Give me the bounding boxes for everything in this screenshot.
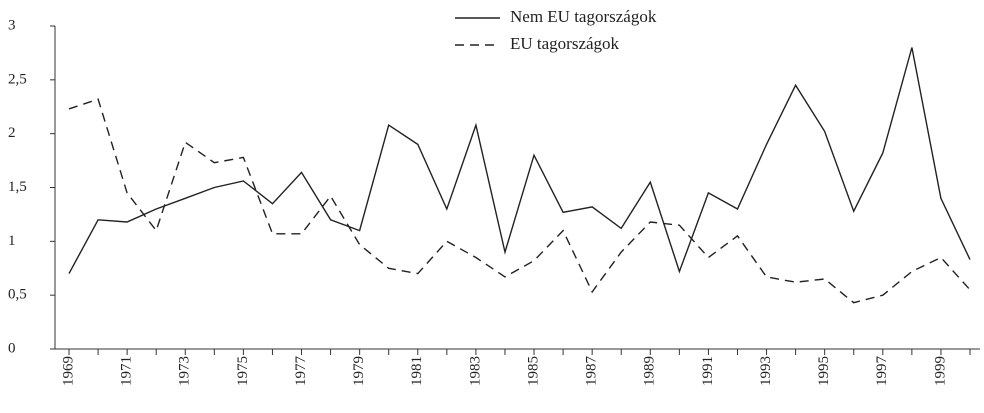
x-tick-label: 1999 — [932, 356, 948, 386]
series-line — [68, 98, 971, 304]
x-tick-label: 1969 — [60, 356, 76, 386]
x-tick-label: 1997 — [874, 356, 890, 387]
x-tick-label: 1975 — [235, 356, 251, 386]
x-tick-label: 1995 — [816, 356, 832, 386]
x-tick-label: 1991 — [700, 356, 716, 386]
x-tick-label: 1985 — [525, 356, 541, 386]
x-tick-label: 1979 — [351, 356, 367, 386]
series-line — [68, 47, 971, 274]
x-tick-label: 1983 — [467, 356, 483, 386]
legend-label: EU tagországok — [510, 34, 620, 53]
y-tick-label: 1 — [8, 233, 16, 249]
x-tick-label: 1981 — [409, 356, 425, 386]
legend-label: Nem EU tagországok — [510, 7, 657, 26]
x-tick-label: 1989 — [642, 356, 658, 386]
y-tick-label: 0 — [8, 340, 16, 356]
y-tick-label: 3 — [8, 17, 16, 33]
x-tick-label: 1993 — [758, 356, 774, 386]
x-tick-label: 1987 — [584, 356, 600, 387]
y-tick-label: 2,5 — [8, 71, 27, 87]
x-tick-label: 1977 — [293, 356, 309, 387]
y-tick-label: 0,5 — [8, 287, 27, 303]
y-tick-label: 1,5 — [8, 179, 27, 195]
x-tick-label: 1973 — [177, 356, 193, 386]
y-tick-label: 2 — [8, 125, 16, 141]
x-tick-label: 1971 — [119, 356, 135, 386]
